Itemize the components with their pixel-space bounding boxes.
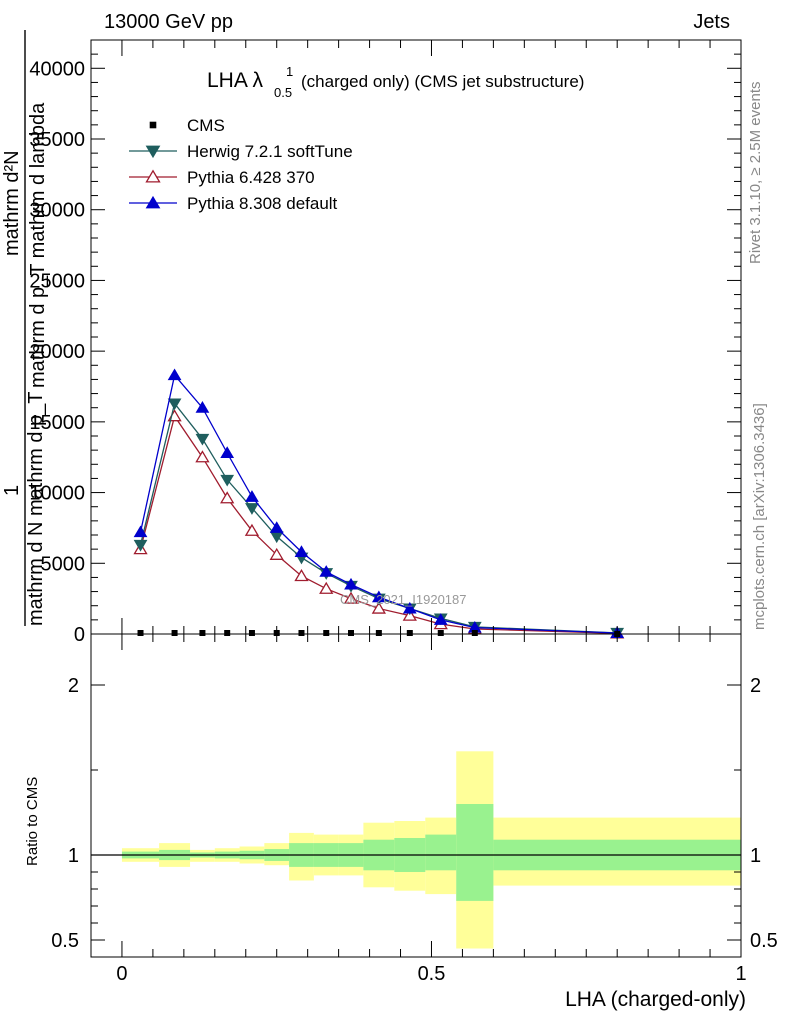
- cms-data-point: [323, 630, 330, 636]
- ratio-stat-band: [456, 804, 494, 901]
- pythia-6-428-370-point: [195, 450, 210, 463]
- legend-item-herwig-7-2-1-softtune: Herwig 7.2.1 softTune: [129, 142, 353, 161]
- pythia-8-308-default-point: [220, 446, 235, 458]
- cms-data-point: [137, 630, 144, 636]
- legend-label: Pythia 8.308 default: [187, 194, 338, 213]
- ratio-plot-area: [91, 751, 741, 949]
- ratio-y-tick-label-right: 2: [750, 675, 761, 697]
- main-y-tick-label: 15000: [29, 412, 85, 434]
- herwig-7-2-1-softtune-point: [133, 539, 148, 552]
- legend-label: Herwig 7.2.1 softTune: [187, 142, 353, 161]
- cms-data-point: [171, 630, 178, 636]
- header-energy: 13000 GeV pp: [104, 11, 233, 33]
- pythia-8-308-default-line: [139, 373, 618, 634]
- pythia-8-308-default-point: [269, 521, 284, 533]
- title-main: LHA λ: [207, 69, 264, 92]
- main-y-tick-label: 10000: [29, 483, 85, 505]
- ylabel-line-1: mathrm d²N: [1, 150, 23, 256]
- ratio-x-axis: 0 0.5 1: [116, 634, 747, 985]
- ratio-stat-band: [425, 834, 457, 871]
- main-y-axis-label: mathrm d²N mathrm d p_T mathrm d lambda …: [1, 30, 49, 626]
- mcplots-credit-label: mcplots.cern.ch [arXiv:1306.3436]: [751, 403, 768, 630]
- ylabel-line-2: mathrm d p_T mathrm d lambda: [27, 102, 49, 388]
- header-process: Jets: [693, 11, 730, 33]
- legend-marker: [145, 145, 161, 159]
- herwig-7-2-1-softtune-point: [220, 474, 235, 487]
- pythia-8-308-default-point: [195, 401, 210, 413]
- pythia-8-308-default-point: [319, 565, 334, 577]
- main-y-tick-label: 20000: [29, 341, 85, 363]
- legend-item-pythia-8-308-default: Pythia 8.308 default: [129, 194, 338, 213]
- analysis-watermark: CMS_2021_I1920187: [340, 592, 467, 607]
- main-y-tick-label: 0: [74, 624, 85, 646]
- title-superscript: 1: [286, 64, 293, 79]
- main-panel: 0 5000 10000 15000 20000 25000 30000 35000 40000…: [1, 30, 742, 646]
- pythia-6-428-370-point: [343, 591, 359, 604]
- cms-data-point: [471, 630, 478, 636]
- main-x-ticks: [121, 40, 742, 634]
- pythia-8-308-default-point: [167, 368, 182, 381]
- ratio-y-tick-label-right: 1: [750, 845, 761, 867]
- cms-data-point: [248, 630, 255, 636]
- pythia-6-428-370-point: [371, 601, 386, 614]
- legend-label: CMS: [187, 116, 225, 135]
- pythia-8-308-default-point: [294, 545, 309, 557]
- pythia-8-308-default-point: [344, 577, 358, 590]
- ratio-y-tick-label: 0.5: [51, 930, 79, 952]
- pythia-6-428-370-point: [244, 523, 260, 536]
- ratio-panel: 0.5 0.51 12 2 0 0.5 1 Ratio to CMS LHA (charg…: [24, 633, 778, 1011]
- legend-label: Pythia 6.428 370: [187, 168, 315, 187]
- main-y-tick-label: 35000: [29, 129, 85, 151]
- ratio-y-axis: 0.5 0.5 1 1 2 2: [51, 675, 778, 952]
- main-y-tick-label: 30000: [29, 200, 85, 222]
- cms-data-point: [437, 630, 444, 636]
- cms-data-point: [406, 630, 413, 636]
- x-tick-label: 0: [116, 963, 127, 985]
- x-tick-label: 0.5: [418, 963, 446, 985]
- ratio-y-tick-label: 2: [68, 675, 79, 697]
- pythia-8-308-default-point: [133, 525, 148, 538]
- cms-data-point: [348, 630, 354, 636]
- title-rest: (charged only) (CMS jet substructure): [301, 72, 584, 91]
- herwig-7-2-1-softtune-line: [139, 402, 618, 634]
- main-y-tick-label: 25000: [29, 270, 85, 292]
- legend-item-cms: CMS: [149, 116, 225, 135]
- title-subscript: 0.5: [274, 85, 292, 100]
- cms-data-point: [298, 630, 305, 636]
- main-y-axis: 0 5000 10000 15000 20000 25000 30000 35000 40000: [29, 53, 741, 646]
- main-plot-area: [133, 368, 625, 640]
- legend-marker: [149, 121, 157, 129]
- cms-data-point: [375, 630, 382, 636]
- cms-data-point: [224, 630, 231, 636]
- ratio-frame: [90, 633, 742, 958]
- ratio-y-tick-label: 1: [68, 845, 79, 867]
- legend: CMS Herwig 7.2.1 softTune Pythia 6.428 370…: [129, 116, 353, 213]
- herwig-7-2-1-softtune-point: [195, 433, 210, 446]
- rivet-version-label: Rivet 3.1.10, ≥ 2.5M events: [747, 82, 764, 265]
- plot-title: LHA λ 1 0.5 (charged only) (CMS jet subs…: [207, 64, 584, 100]
- x-tick-label: 1: [735, 963, 746, 985]
- pythia-6-428-370-point: [294, 569, 309, 582]
- pythia-6-428-370-point: [220, 491, 235, 504]
- main-y-tick-label: 40000: [29, 58, 85, 80]
- ratio-y-tick-label-right: 0.5: [750, 930, 778, 952]
- pythia-6-428-370-point: [319, 581, 334, 594]
- herwig-7-2-1-softtune-point: [167, 398, 182, 411]
- herwig-7-2-1-softtune-point: [245, 503, 259, 515]
- ylabel-line-3: 1: [1, 485, 23, 496]
- cms-data-point: [199, 630, 206, 636]
- pythia-8-308-default-point: [371, 590, 386, 603]
- ylabel-line-4: mathrm d N mathrm d p_T: [25, 391, 47, 626]
- pythia-8-308-default-point: [402, 601, 417, 614]
- ratio-y-axis-label: Ratio to CMS: [24, 777, 41, 866]
- main-y-tick-label: 5000: [41, 553, 86, 575]
- pythia-6-428-370-point: [269, 547, 284, 560]
- legend-marker: [145, 195, 161, 209]
- x-axis-label: LHA (charged-only): [565, 988, 746, 1011]
- pythia-8-308-default-point: [245, 490, 259, 502]
- pythia-8-308-default-point: [433, 613, 448, 625]
- legend-marker: [145, 169, 161, 183]
- legend-item-pythia-6-428-370: Pythia 6.428 370: [129, 168, 315, 187]
